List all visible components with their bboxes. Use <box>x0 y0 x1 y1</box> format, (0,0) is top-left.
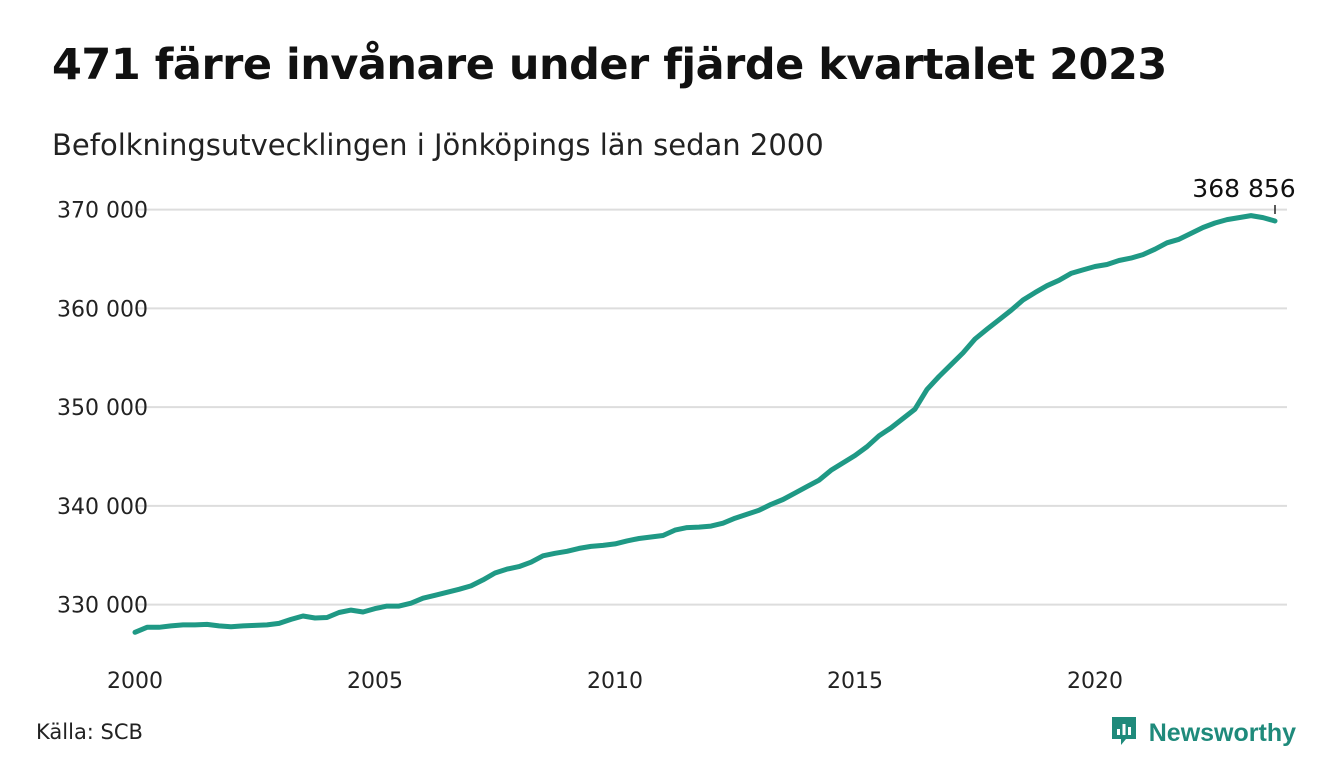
brand-logo: Newsworthy <box>1109 714 1296 752</box>
y-axis-tick-labels: 330 000 340 000 350 000 360 000 370 000 <box>57 199 148 619</box>
series-layer <box>132 213 1278 635</box>
x-tick-label: 2000 <box>107 669 163 694</box>
x-tick-label: 2015 <box>827 669 883 694</box>
last-value-label: 368 856 <box>1192 174 1295 203</box>
page-title: 471 färre invånare under fjärde kvartale… <box>52 40 1167 90</box>
y-tick-label: 340 000 <box>57 495 148 520</box>
x-axis-tick-labels: 2000 2005 2010 2015 2020 <box>107 669 1123 694</box>
grid-lines <box>135 208 1287 606</box>
bar-chart-speech-bubble-icon <box>1109 714 1139 752</box>
brand-name: Newsworthy <box>1148 718 1296 747</box>
source-note: Källa: SCB <box>36 720 143 744</box>
y-tick-label: 330 000 <box>57 594 148 619</box>
x-tick-label: 2020 <box>1067 669 1123 694</box>
y-tick-label: 360 000 <box>57 297 148 322</box>
page-subtitle: Befolkningsutvecklingen i Jönköpings län… <box>52 128 824 162</box>
series-line <box>132 213 1278 635</box>
y-tick-label: 350 000 <box>57 396 148 421</box>
x-tick-label: 2010 <box>587 669 643 694</box>
x-tick-label: 2005 <box>347 669 403 694</box>
line-chart: 330 000 340 000 350 000 360 000 370 000 2000… <box>57 174 1296 694</box>
annotation-layer: 368 856 <box>1192 174 1296 214</box>
y-tick-label: 370 000 <box>57 199 148 224</box>
